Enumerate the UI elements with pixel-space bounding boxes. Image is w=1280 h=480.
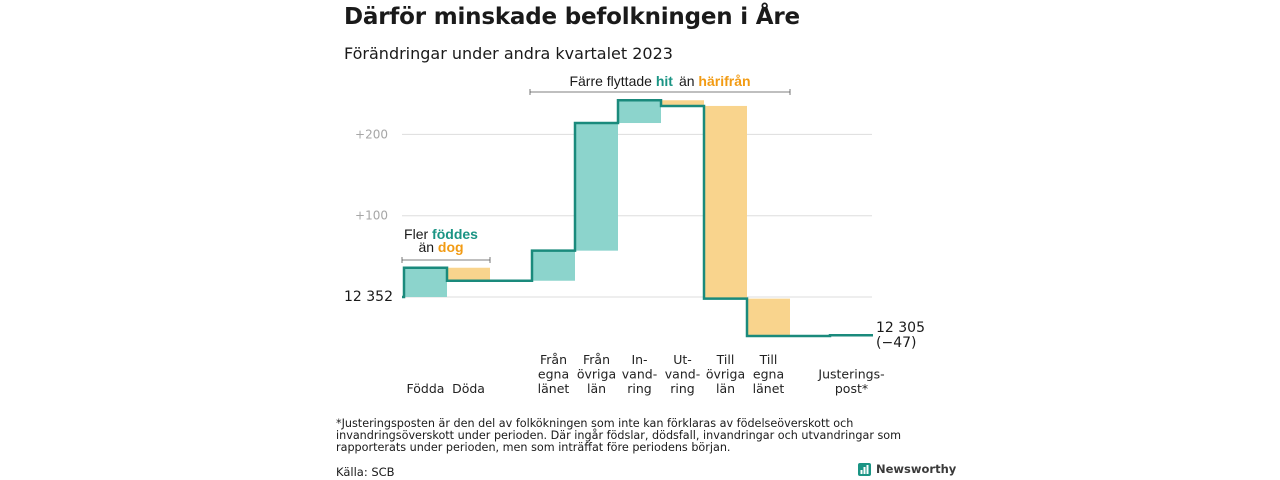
waterfall-bar [575, 123, 618, 251]
waterfall-bar [404, 267, 447, 297]
category-label: Justerings-post* [817, 367, 884, 397]
category-label-line: post* [835, 381, 868, 396]
brand-logo[interactable]: Newsworthy [858, 462, 956, 476]
category-label-line: egna [538, 367, 569, 382]
cumulative-step-line [402, 99, 873, 338]
category-label-line: vand- [665, 367, 700, 382]
category-label-line: Födda [407, 381, 445, 396]
end-value-label: 12 305 [876, 320, 925, 336]
annotation-births-line1: Fler föddes [404, 226, 478, 242]
waterfall-bar [447, 267, 490, 281]
footnote: *Justeringsposten är den del av folkökni… [336, 417, 902, 454]
category-label-line: Från [583, 352, 610, 367]
annotation-text: än [418, 239, 437, 255]
category-label-line: ring [670, 381, 694, 396]
category-label-line: län [716, 381, 735, 396]
page-subtitle: Förändringar under andra kvartalet 2023 [344, 44, 673, 63]
annotation-text: Färre flyttade [569, 73, 655, 89]
annotation-highlight-orange: härifrån [698, 73, 750, 89]
category-label-line: Till [759, 352, 778, 367]
bar-chart-logo-icon [858, 462, 871, 476]
annotation-text: än [679, 73, 698, 89]
category-label-line: Döda [452, 381, 485, 396]
category-label-line: vand- [622, 367, 657, 382]
annotation-highlight-orange: dog [438, 239, 464, 255]
brand-name: Newsworthy [876, 462, 957, 476]
y-tick-label: +100 [355, 209, 388, 223]
waterfall-bar [618, 100, 661, 124]
category-label-line: övriga [577, 367, 616, 382]
annotation-highlight-green: hit [656, 73, 673, 89]
waterfall-chart: +100+200 Födda DödaFrånegnalänetFrånövrig… [344, 73, 925, 397]
waterfall-bar [661, 100, 704, 106]
annotation-births-line2: än dog [418, 239, 463, 255]
category-label-line: län [587, 381, 606, 396]
waterfall-bar [704, 105, 747, 299]
category-label: Födda [407, 381, 445, 396]
y-tick-label: +200 [355, 127, 388, 141]
annotation-highlight-green: föddes [432, 226, 478, 242]
category-label-line: Till [716, 352, 735, 367]
category-label-line: egna [753, 367, 784, 382]
category-label: Döda [452, 381, 485, 396]
end-change-label: (−47) [876, 335, 916, 351]
category-label-line: Från [540, 352, 567, 367]
category-label-line: länet [753, 381, 785, 396]
category-label: In-vand-ring [622, 352, 657, 396]
start-value-label: 12 352 [344, 289, 393, 305]
annotation-text: Fler [404, 226, 432, 242]
category-label-line: In- [631, 352, 647, 367]
category-label-line: länet [538, 381, 570, 396]
category-label-line: övriga [706, 367, 745, 382]
category-label: Ut-vand-ring [665, 352, 700, 396]
waterfall-bar [747, 298, 790, 337]
category-label-line: ring [627, 381, 651, 396]
category-label-line: Ut- [673, 352, 692, 367]
annotation-migration: Färre flyttade hit än härifrån [569, 73, 750, 89]
page-title: Därför minskade befolkningen i Åre [344, 4, 800, 30]
category-label-line: Justerings- [817, 367, 884, 382]
waterfall-bar [532, 250, 575, 281]
source-label: Källa: SCB [336, 465, 395, 479]
